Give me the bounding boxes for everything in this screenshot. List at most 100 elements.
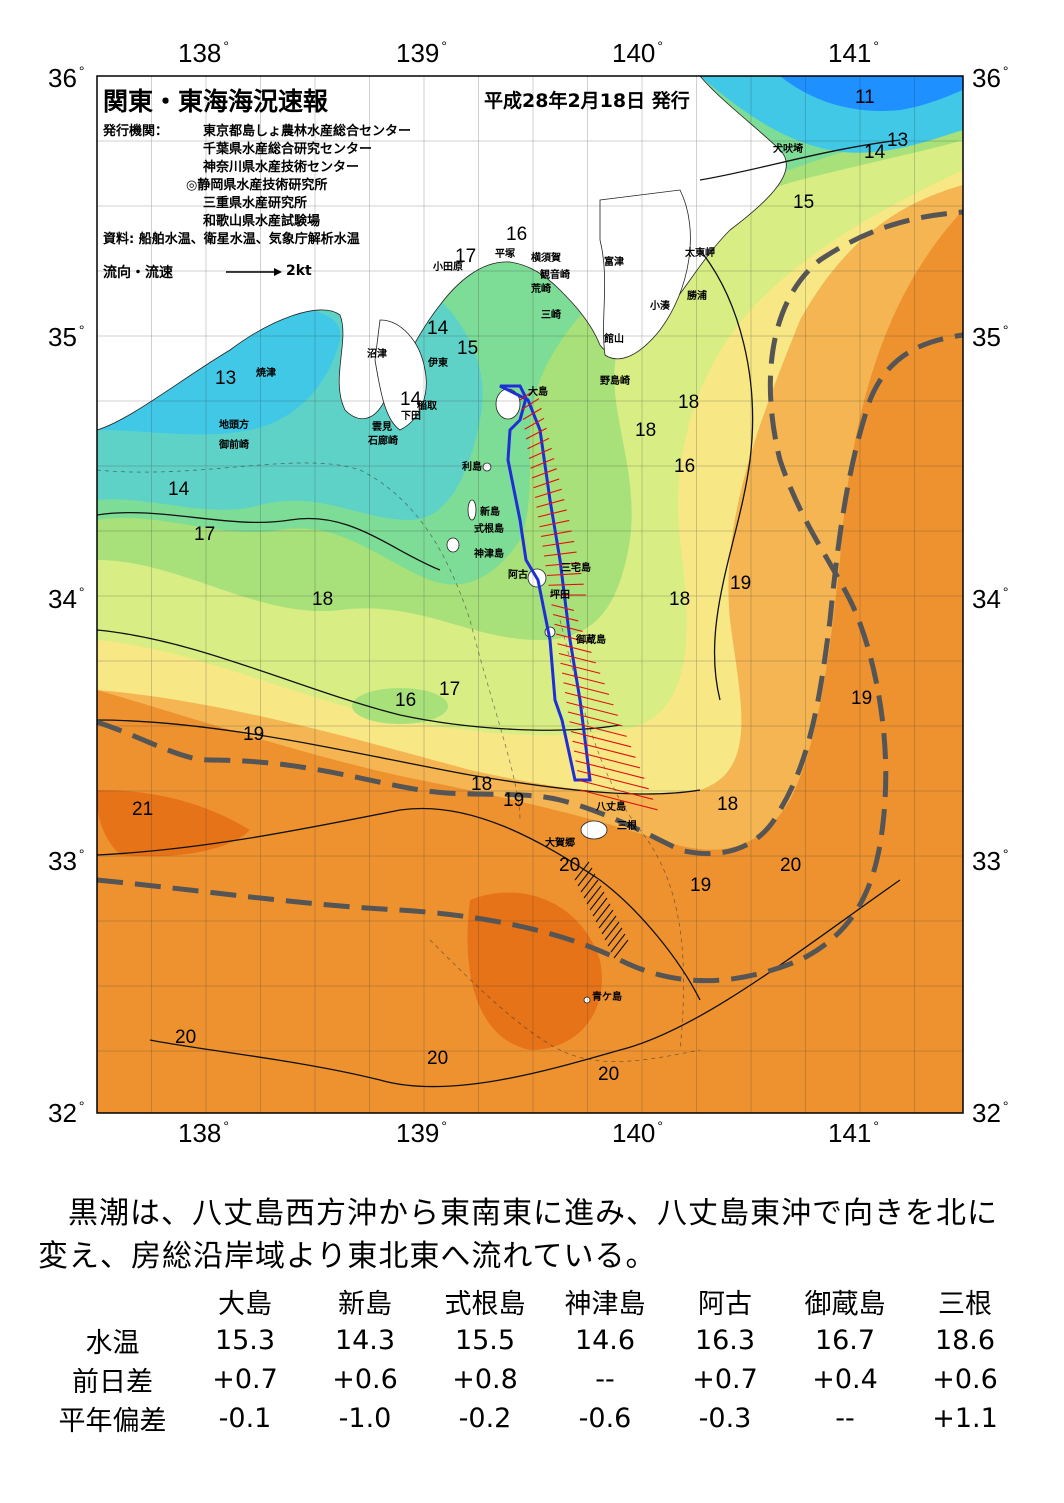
isotherm-label-16: 16 <box>506 224 528 245</box>
current-vector <box>533 478 560 489</box>
current-vector <box>583 879 599 899</box>
current-vector <box>613 939 629 959</box>
table-cell: -0.1 <box>218 1403 272 1434</box>
current-vector <box>546 572 582 577</box>
isotherm-label-18a: 18 <box>635 420 657 441</box>
current-vector <box>548 583 584 586</box>
ship-track <box>499 384 592 782</box>
table-cell: 14.6 <box>574 1325 636 1356</box>
row-label-diff-prev-day: 前日差 <box>72 1367 153 1398</box>
island-niijima <box>467 499 477 521</box>
temp-21-zone <box>97 790 250 857</box>
isotherm-label-21: 21 <box>132 799 154 820</box>
current-vector <box>551 604 574 611</box>
lat-label-left-36: 36 ° <box>48 63 85 93</box>
legend-unit: 2kt <box>286 263 312 279</box>
table-row: 前日差 +0.7 +0.6 +0.8 -- +0.7 +0.4 +0.6 <box>40 1360 1025 1399</box>
place-ito: 伊東 <box>428 358 448 369</box>
current-vector <box>598 909 614 929</box>
lat-label-right-34: 34 ° <box>972 584 1009 614</box>
current-vector <box>607 927 623 947</box>
lon-label-bottom-138: 138 ° <box>178 1118 229 1148</box>
current-vector <box>577 867 593 887</box>
temp-21-south-zone <box>467 892 602 1050</box>
place-taitomisaki: 太東岬 <box>685 248 715 259</box>
current-vector <box>563 682 610 695</box>
place-shimoda: 下田 <box>401 411 421 422</box>
legend-arrow <box>226 268 282 276</box>
map-title: 関東・東海海況速報 <box>103 87 329 116</box>
current-vector <box>610 933 626 953</box>
current-vector <box>521 398 540 411</box>
table-row: 水温 15.3 14.3 15.5 14.6 16.3 16.7 18.6 <box>40 1321 1025 1360</box>
current-vector <box>524 417 545 430</box>
place-hachijojima: 八丈島 <box>596 802 626 813</box>
place-nojimazaki: 野島崎 <box>600 376 630 387</box>
isotherm-label-19c: 19 <box>851 688 873 709</box>
table-cell: 15.3 <box>214 1325 276 1356</box>
place-kozushima: 神津島 <box>474 549 504 560</box>
current-vector <box>525 427 547 440</box>
current-vector <box>575 760 645 779</box>
current-vector <box>545 562 580 567</box>
lat-label-left-34: 34 ° <box>48 584 85 614</box>
current-vector <box>557 643 592 653</box>
observation-table: 大島 新島 式根島 神津島 阿古 御蔵島 三根 水温 15.3 14.3 15.… <box>40 1282 1025 1438</box>
place-miyakejima: 三宅島 <box>561 563 591 574</box>
current-vector <box>564 691 614 706</box>
lat-label-right-35: 35 ° <box>972 322 1009 352</box>
col-kozushima: 神津島 <box>564 1289 646 1320</box>
current-vector <box>530 458 555 469</box>
lat-label-left-32: 32 ° <box>48 1098 85 1128</box>
map-frame <box>96 75 964 1114</box>
place-jitogata: 地頭方 <box>219 420 249 431</box>
col-shikinejima: 式根島 <box>444 1289 526 1320</box>
isotherm-label-20b: 20 <box>780 855 802 876</box>
table-cell: 16.7 <box>814 1325 876 1356</box>
current-vector <box>519 388 537 401</box>
current-vector <box>560 662 601 674</box>
island-hachijo <box>580 820 608 840</box>
current-vector <box>592 897 608 917</box>
current-vector <box>573 750 641 769</box>
table-cell: 18.6 <box>934 1325 996 1356</box>
current-vector <box>572 740 636 758</box>
isotherm-label-16c: 16 <box>395 690 417 711</box>
place-inatori: 稲取 <box>417 401 437 412</box>
isotherm-label-17c: 17 <box>439 679 461 700</box>
isotherm-label-18c: 18 <box>669 589 691 610</box>
current-vector <box>595 903 611 923</box>
isotherm-label-20c: 20 <box>175 1027 197 1048</box>
current-vector <box>567 711 623 727</box>
col-oshima: 大島 <box>218 1289 272 1320</box>
table-cell: 14.3 <box>334 1325 396 1356</box>
place-kumomi: 雲見 <box>372 422 392 433</box>
current-vector <box>527 437 550 450</box>
table-cell: -- <box>835 1403 855 1434</box>
place-irozaki: 石廊崎 <box>368 436 398 447</box>
isotherm-label-18e: 18 <box>717 794 739 815</box>
table-cell: +0.7 <box>692 1364 758 1395</box>
isotherm-label-13b: 13 <box>215 368 237 389</box>
col-ako: 阿古 <box>698 1289 752 1320</box>
table-cell: +0.6 <box>332 1364 398 1395</box>
data-source: 資料: 船舶水温、衛星水温、気象庁解析水温 <box>103 232 360 247</box>
current-vector <box>586 885 602 905</box>
current-vector <box>579 789 658 811</box>
depth-contours <box>97 462 701 1062</box>
current-vector <box>552 613 579 622</box>
col-mikurajima: 御蔵島 <box>804 1289 886 1320</box>
place-misaki: 三崎 <box>541 310 561 321</box>
issuer-label: 発行機関： <box>103 124 169 139</box>
isotherm-label-18b: 18 <box>312 589 334 610</box>
place-yokosuka: 横須賀 <box>531 253 561 264</box>
place-katsuura: 勝浦 <box>687 291 707 302</box>
table-row: 平年偏差 -0.1 -1.0 -0.2 -0.6 -0.3 -- +1.1 <box>40 1399 1025 1438</box>
place-numazu: 沼津 <box>367 349 387 360</box>
isotherm-label-19d: 19 <box>243 724 265 745</box>
place-toshima: 利島 <box>462 462 482 473</box>
current-vectors <box>519 388 658 959</box>
current-vector <box>536 499 565 508</box>
lat-label-right-33: 33 ° <box>972 846 1009 876</box>
col-mitsune: 三根 <box>938 1289 992 1320</box>
